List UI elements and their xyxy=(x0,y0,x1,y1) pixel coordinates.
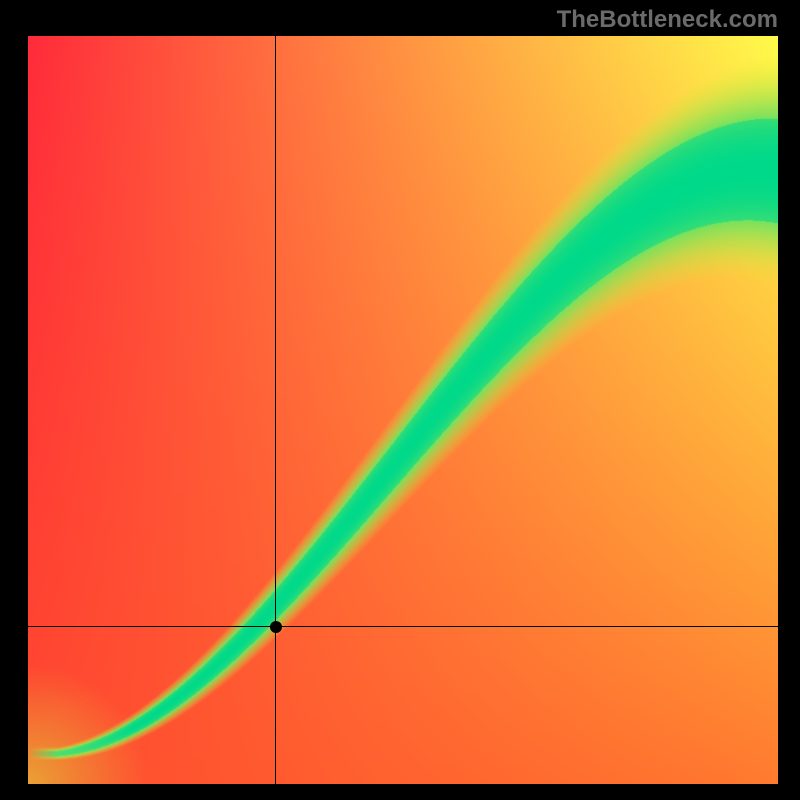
crosshair-vertical xyxy=(275,36,276,784)
marker-point xyxy=(270,621,282,633)
watermark-text: TheBottleneck.com xyxy=(557,6,778,34)
heatmap-plot xyxy=(28,36,778,784)
heatmap-canvas xyxy=(28,36,778,784)
crosshair-horizontal xyxy=(28,626,778,627)
